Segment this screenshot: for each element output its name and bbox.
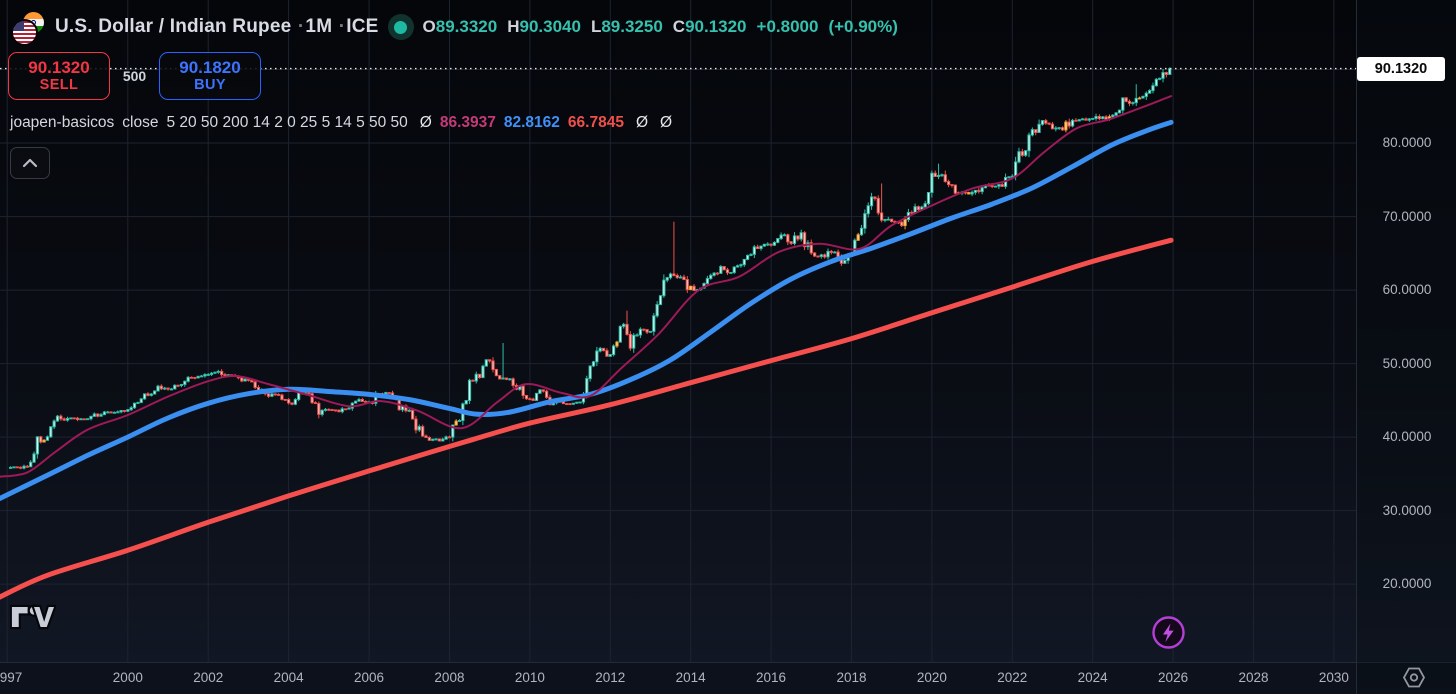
spread-value: 500 — [122, 68, 147, 84]
separator-dot: · — [297, 16, 305, 37]
time-axis-label: 2026 — [1158, 670, 1189, 685]
chevron-up-icon — [22, 158, 38, 168]
symbol-header: U.S. Dollar / Indian Rupee ·1M ·ICE O89.… — [10, 11, 898, 46]
lightning-icon — [1152, 616, 1185, 649]
buy-price: 90.1820 — [179, 58, 241, 78]
time-axis-label: 2014 — [675, 670, 706, 685]
gridlines — [0, 0, 1356, 662]
usd-inr-flag-icon — [10, 11, 46, 46]
price-axis-label: 50.0000 — [1382, 355, 1432, 371]
market-open-dot-icon[interactable] — [387, 14, 414, 40]
time-axis-label: 2008 — [434, 670, 465, 685]
ma-mid-line — [0, 119, 1174, 502]
buy-label: BUY — [194, 77, 226, 94]
price-axis[interactable]: 80.0000 70.0000 60.0000 50.0000 40.0000 30.00… — [1356, 0, 1456, 694]
open-value: 89.3320 — [435, 17, 498, 36]
trade-panel: 90.1320 SELL 500 90.1820 BUY — [8, 52, 261, 100]
indicator-ma-mid-value: 82.8162 — [503, 114, 560, 131]
time-axis-label: 2004 — [273, 670, 304, 685]
time-axis-label: 2002 — [193, 670, 224, 685]
price-axis-label: 20.0000 — [1382, 576, 1432, 592]
indicator-name[interactable]: joapen-basicos — [10, 114, 115, 131]
ohlc-readout: O89.3320 H90.3040 L89.3250 C90.1320 +0.8… — [423, 17, 898, 37]
flash-event-button[interactable] — [1150, 614, 1187, 651]
symbol-title[interactable]: U.S. Dollar / Indian Rupee ·1M ·ICE — [55, 16, 379, 37]
sell-button[interactable]: 90.1320 SELL — [8, 52, 110, 100]
indicator-phi: Ø — [660, 114, 673, 131]
high-label: H — [507, 17, 520, 36]
current-price-label: 90.1320 — [1357, 56, 1445, 81]
indicator-ma-slow-value: 66.7845 — [567, 114, 624, 131]
time-axis-label: 2006 — [354, 670, 385, 685]
time-axis-label: 2000 — [112, 670, 143, 685]
close-value: 90.1320 — [685, 17, 747, 36]
tradingview-logo-icon — [10, 604, 56, 630]
ma-fast-line — [0, 95, 1173, 478]
time-axis-label: 2030 — [1318, 670, 1349, 685]
indicator-ma-fast-value: 86.3937 — [439, 114, 496, 131]
price-axis-label: 40.0000 — [1382, 429, 1432, 445]
low-label: L — [590, 17, 602, 36]
close-label: C — [672, 17, 686, 36]
price-axis-label: 70.0000 — [1382, 208, 1432, 224]
time-axis[interactable]: 1997 2000 2002 2004 2006 2008 2010 2012 2014 2016… — [0, 662, 1456, 694]
time-axis-label: 2016 — [756, 670, 787, 685]
time-axis-label: 2028 — [1238, 670, 1269, 685]
open-label: O — [422, 17, 436, 36]
indicator-legend: joapen-basicos close 5 20 50 200 14 2 0 … — [10, 114, 672, 132]
time-axis-label: 2020 — [916, 670, 947, 685]
time-axis-label: 2012 — [595, 670, 626, 685]
axis-settings-icon[interactable] — [1399, 666, 1429, 689]
price-axis-label: 80.0000 — [1382, 135, 1432, 151]
change-value: +0.8000 — [756, 17, 819, 36]
ma-slow-line — [0, 237, 1174, 600]
sell-price: 90.1320 — [28, 58, 90, 78]
exchange-label: ICE — [346, 16, 379, 37]
timeframe-label: 1M — [305, 16, 333, 37]
us-flag-icon — [11, 19, 38, 46]
time-axis-label: 1997 — [0, 670, 23, 685]
tradingview-logo[interactable] — [10, 599, 56, 635]
sell-label: SELL — [39, 77, 79, 94]
collapse-pane-button[interactable] — [10, 147, 50, 179]
low-value: 89.3250 — [601, 17, 663, 36]
time-axis-label: 2024 — [1077, 670, 1108, 685]
candlesticks[interactable] — [8, 67, 1172, 470]
price-axis-label: 60.0000 — [1382, 282, 1432, 298]
indicator-phi: Ø — [419, 114, 432, 131]
buy-button[interactable]: 90.1820 BUY — [159, 52, 261, 100]
indicator-phi: Ø — [635, 114, 648, 131]
separator-dot: · — [338, 16, 346, 37]
indicator-source: close — [122, 114, 159, 131]
indicator-params: 5 20 50 200 14 2 0 25 5 14 5 50 50 — [166, 114, 408, 131]
time-axis-label: 2010 — [514, 670, 545, 685]
time-axis-label: 2018 — [836, 670, 867, 685]
change-percent: (+0.90%) — [828, 17, 898, 36]
price-axis-label: 30.0000 — [1382, 502, 1432, 518]
time-axis-label: 2022 — [997, 670, 1028, 685]
high-value: 90.3040 — [519, 17, 581, 36]
